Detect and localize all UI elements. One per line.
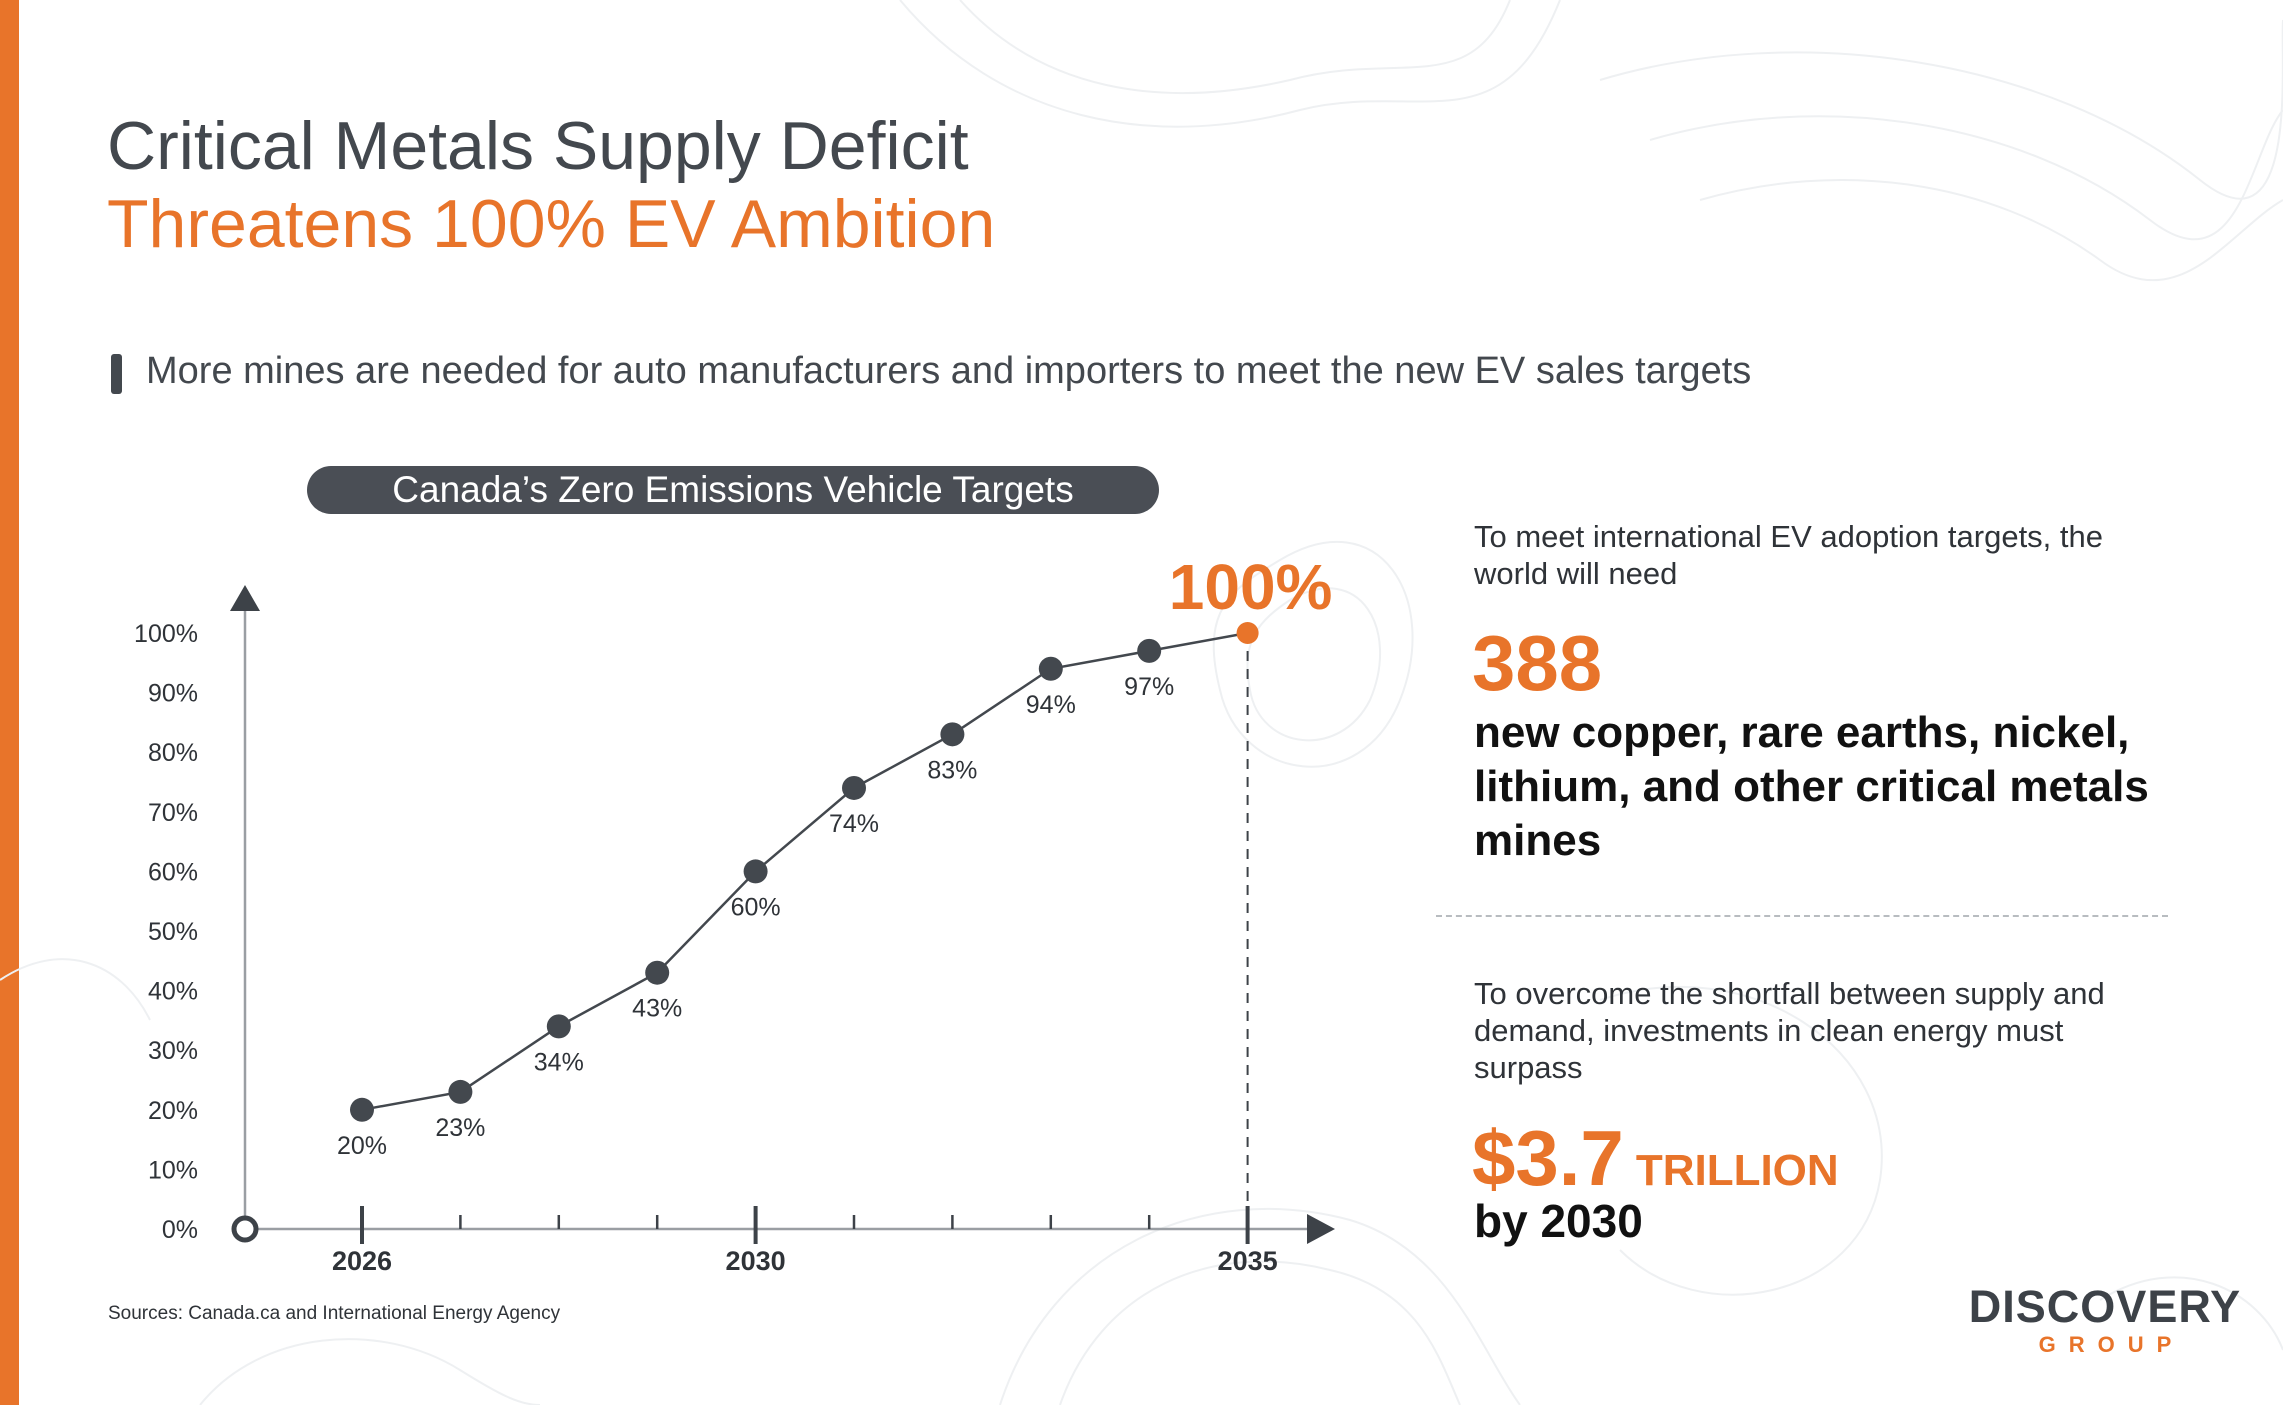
left-accent-bar [0, 0, 19, 1405]
y-axis-arrow [230, 585, 260, 611]
sources-note: Sources: Canada.ca and International Ene… [108, 1303, 561, 1324]
y-tick-label: 60% [148, 858, 198, 886]
data-point [1038, 656, 1063, 681]
data-label: 97% [1124, 673, 1174, 701]
data-label: 34% [534, 1048, 584, 1076]
y-tick-label: 100% [134, 620, 198, 648]
chart-title: Canada’s Zero Emissions Vehicle Targets [307, 466, 1159, 514]
intro-text: To meet international EV adoption target… [1474, 519, 2104, 591]
x-tick-label: 2026 [332, 1246, 392, 1276]
investment-year: by 2030 [1474, 1195, 1643, 1247]
data-label: 43% [632, 995, 682, 1023]
x-tick-label: 2035 [1218, 1246, 1278, 1276]
data-point [1137, 638, 1162, 663]
subtitle-marker [111, 354, 122, 394]
investment-text: To overcome the shortfall between supply… [1474, 976, 2105, 1085]
logo-subtext: GROUP [2038, 1332, 2185, 1357]
y-tick-label: 80% [148, 739, 198, 767]
data-label: 60% [731, 893, 781, 921]
data-label: 94% [1026, 691, 1076, 719]
highlight-point [1236, 622, 1259, 644]
data-point [448, 1079, 473, 1104]
y-tick-label: 90% [148, 680, 198, 708]
y-tick-label: 50% [148, 918, 198, 946]
logo-wordmark: DISCOVERY [1968, 1281, 2242, 1332]
data-point [350, 1097, 374, 1122]
y-tick-label: 40% [148, 978, 198, 1006]
y-tick-label: 20% [148, 1097, 198, 1125]
data-label: 20% [337, 1132, 387, 1160]
data-point [842, 775, 866, 800]
investment-unit: TRILLION [1635, 1146, 1839, 1195]
data-point [645, 960, 670, 985]
highlight-label: 100% [1169, 551, 1333, 623]
title-line-2: Threatens 100% EV Ambition [107, 186, 996, 262]
data-label: 74% [829, 810, 879, 838]
investment-figure: $3.7 TRILLION [1472, 1113, 1839, 1216]
data-point [743, 859, 768, 884]
data-point [940, 722, 965, 747]
discovery-group-logo: DISCOVERY GROUP [1968, 1282, 2242, 1358]
data-label: 83% [927, 756, 977, 784]
series-line [361, 631, 1248, 1112]
mines-description: new copper, rare earths, nickel, lithium… [1474, 708, 2149, 865]
subtitle: More mines are needed for auto manufactu… [146, 350, 1752, 392]
data-label: 23% [435, 1114, 485, 1142]
title-line-1: Critical Metals Supply Deficit [107, 108, 969, 184]
section-divider [1436, 915, 2168, 917]
x-tick-label: 2030 [726, 1246, 786, 1276]
y-tick-label: 0% [162, 1216, 198, 1244]
y-tick-label: 70% [148, 799, 198, 827]
data-point [546, 1014, 571, 1039]
axis-origin-marker [231, 1215, 259, 1243]
x-axis-arrow [1307, 1214, 1335, 1244]
y-tick-label: 10% [148, 1156, 198, 1184]
investment-amount: $3.7 [1472, 1114, 1624, 1202]
y-tick-label: 30% [148, 1037, 198, 1065]
mines-count: 388 [1472, 619, 1603, 707]
